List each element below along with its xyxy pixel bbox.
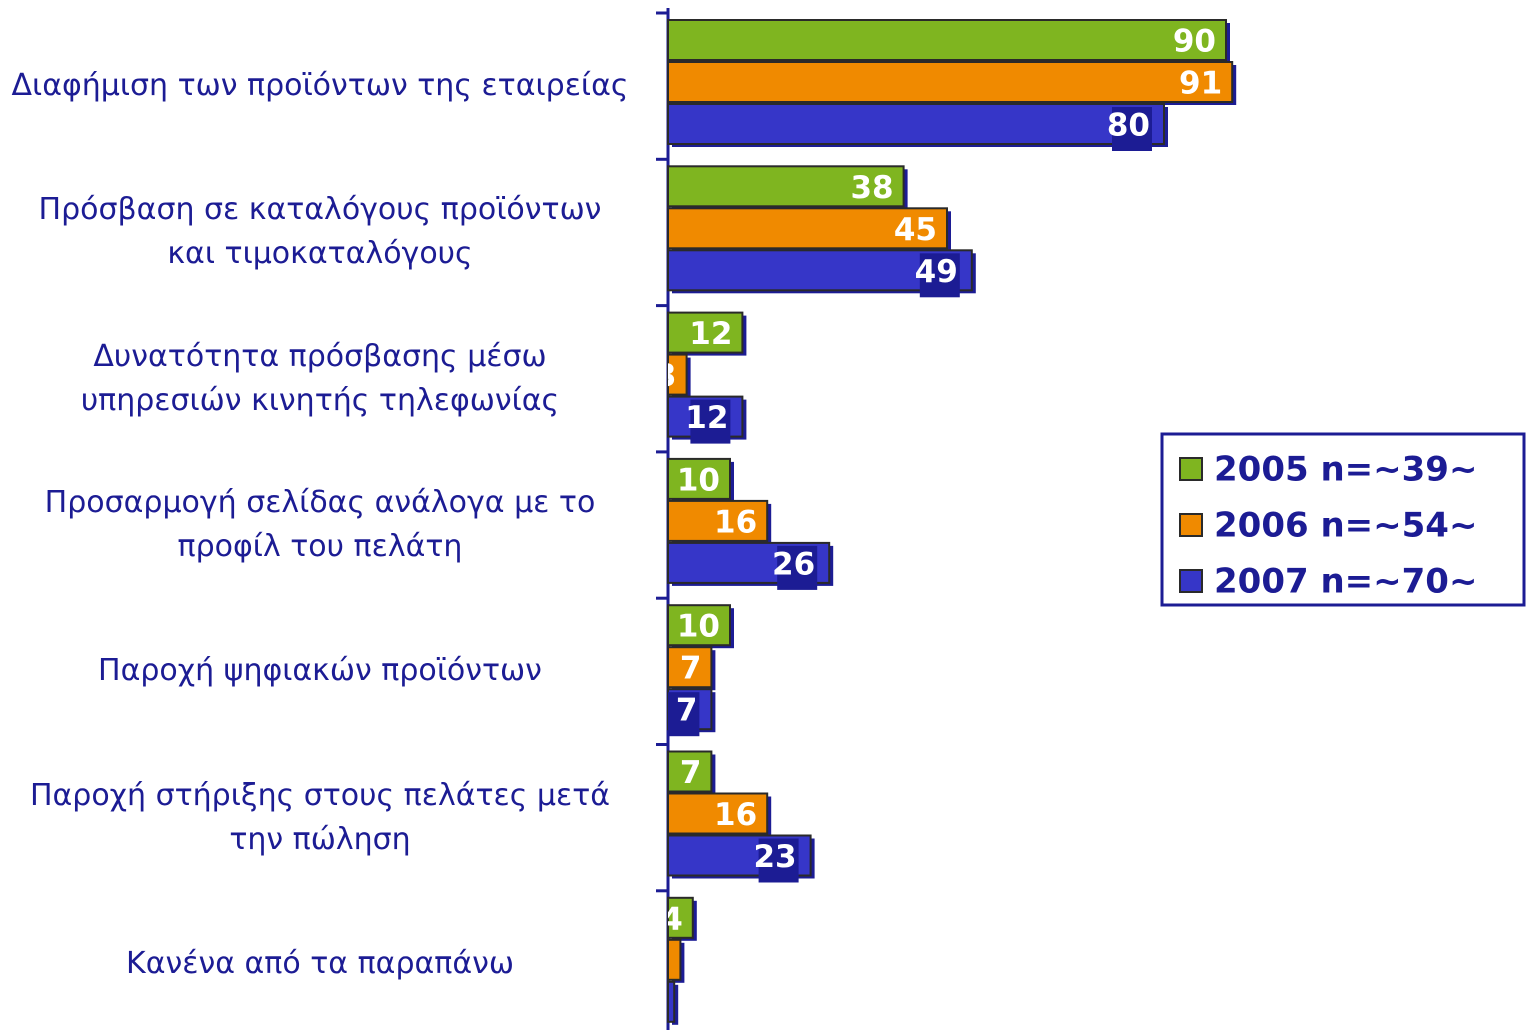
bar: [667, 103, 1165, 145]
bar: [667, 604, 731, 647]
category-label: Παροχή στήριξης στους πελάτες μετά την π…: [29, 777, 611, 857]
value-label: 10: [677, 609, 720, 645]
bar: [667, 646, 713, 689]
value-label-box: [758, 838, 799, 883]
legend-box: [1160, 432, 1526, 607]
value-label: 90: [1173, 24, 1216, 60]
bar: [667, 61, 1234, 103]
value-label: 45: [894, 212, 937, 248]
category-label: Προσαρμογή σελίδας ανάλογα με το προφίλ …: [44, 485, 596, 565]
value-label-box: [1112, 107, 1152, 151]
legend-swatch: [1179, 457, 1203, 481]
value-label: 2: [649, 943, 671, 979]
value-label: 23: [753, 839, 796, 875]
value-label-box: [777, 545, 818, 590]
value-label-box: [919, 253, 960, 298]
value-label: 7: [680, 755, 702, 791]
value-label: 3: [655, 358, 677, 394]
value-label: 16: [714, 504, 757, 540]
value-label: 26: [772, 546, 815, 582]
bar: [667, 165, 905, 208]
value-label: 4: [661, 901, 683, 937]
category-label: Δυνατότητα πρόσβασης μέσω υπηρεσιών κινη…: [80, 338, 560, 418]
value-label-box: [690, 399, 731, 444]
bar: [667, 938, 682, 981]
category-label: Παροχή ψηφιακών προϊόντων: [98, 653, 542, 689]
value-label-box: [668, 692, 700, 737]
value-label: 1: [639, 985, 661, 1021]
legend-swatch: [1179, 513, 1203, 537]
value-label: 7: [676, 693, 698, 729]
bar: [667, 353, 688, 396]
value-label: 49: [915, 254, 958, 290]
category-label: Πρόσβαση σε καταλόγους προϊόντων και τιμ…: [38, 192, 602, 272]
value-label: 80: [1107, 108, 1150, 144]
legend-swatch: [1179, 569, 1203, 593]
legend-label: 2007 n=~70~: [1214, 562, 1477, 602]
value-label-box: [622, 985, 662, 1029]
bar: [667, 19, 1227, 61]
category-label: Διαφήμιση των προϊόντων της εταιρείας: [11, 68, 629, 104]
bar: [667, 311, 744, 354]
bar: [667, 980, 676, 1023]
bar: [667, 499, 769, 542]
value-label: 7: [680, 651, 702, 687]
value-label: 12: [685, 400, 728, 436]
value-label: 16: [714, 797, 757, 833]
value-label: 10: [677, 462, 720, 498]
legend-label: 2006 n=~54~: [1214, 506, 1477, 546]
bar: [667, 896, 694, 939]
bar: [667, 792, 769, 835]
value-label: 91: [1179, 66, 1222, 102]
bar: [667, 750, 713, 793]
bar: [667, 457, 731, 500]
value-label: 12: [689, 316, 732, 352]
category-label: Κανένα από τα παραπάνω: [126, 945, 514, 981]
bar: [667, 207, 948, 250]
legend-label: 2005 n=~39~: [1214, 450, 1477, 490]
value-label: 38: [850, 170, 893, 206]
